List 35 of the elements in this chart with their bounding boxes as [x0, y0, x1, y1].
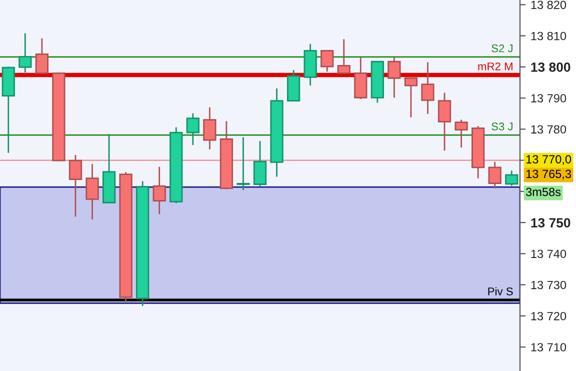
candlestick [253, 140, 267, 187]
candlestick [152, 166, 166, 215]
candlestick [337, 38, 350, 74]
ref-line-label: S3 J [492, 122, 512, 130]
text: 3m58s [526, 188, 561, 196]
candlestick [505, 170, 518, 187]
y-tick-label: 13 800 [531, 62, 570, 72]
candlestick [35, 38, 48, 74]
y-tick-label: 13 810 [531, 32, 566, 40]
candlestick [68, 154, 82, 218]
candlestick [203, 106, 216, 150]
candlestick [320, 50, 334, 72]
text: 13 765,3 [526, 170, 571, 180]
ref-line-label: Piv S [488, 287, 513, 296]
y-tick-label: 13 820 [531, 0, 566, 10]
y-tick-label: 13 710 [531, 343, 566, 352]
y-tick-label: 13 750 [531, 218, 570, 228]
ref-line-label: S2 J [492, 44, 512, 52]
ref-line-label: 13 770,0 [526, 155, 572, 165]
candlestick [488, 161, 502, 189]
candlestick [388, 56, 401, 98]
candlestick [454, 119, 468, 148]
candlestick [236, 136, 250, 191]
y-tick-label: 13 720 [531, 312, 566, 320]
candlestick [18, 32, 32, 74]
ref-line-label: mR2 M [478, 62, 512, 70]
candlestick [438, 92, 452, 152]
y-tick-label: 13 790 [531, 94, 566, 102]
candlestick [421, 62, 434, 115]
y-tick-label: 13 780 [531, 125, 566, 134]
candlestick [404, 77, 418, 118]
y-tick-label: 13 740 [531, 250, 566, 258]
candlestick [186, 112, 200, 146]
candlestick [86, 163, 99, 220]
y-tick-label: 13 730 [531, 280, 566, 290]
